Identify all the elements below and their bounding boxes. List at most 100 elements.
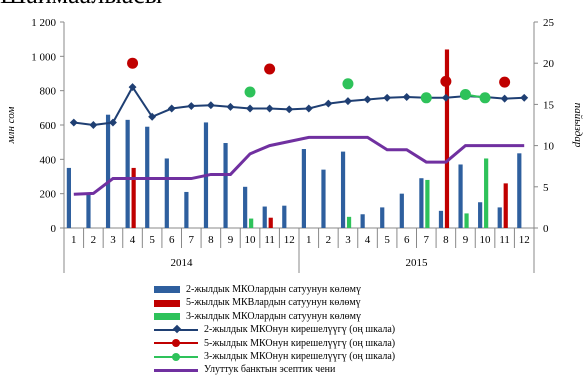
legend-label: 2-жылдык МКОнун кирешелүүгү (оң шкала) — [204, 324, 396, 336]
bar — [131, 167, 136, 228]
bar — [399, 193, 404, 228]
left-axis-title: млн сом — [5, 107, 17, 145]
right-tick-label: 25 — [543, 17, 555, 29]
right-tick-label: 10 — [543, 141, 555, 153]
month-label: 1 — [71, 234, 77, 246]
legend-swatch — [154, 352, 198, 361]
bar — [282, 205, 287, 228]
line-point — [479, 92, 491, 104]
line-point — [108, 118, 117, 127]
bar — [184, 191, 189, 228]
line-point — [342, 78, 354, 90]
line-point — [127, 57, 139, 69]
left-tick-label: 200 — [40, 189, 57, 201]
right-axis-title: пайыздар — [572, 103, 584, 148]
month-label: 11 — [499, 234, 510, 246]
bar — [268, 217, 273, 228]
month-label: 12 — [519, 234, 530, 246]
legend-item: 3-жылдык МКОлардын сатуунун көлөмү — [154, 310, 395, 323]
legend-label: 3-жылдык МКОнун кирешелүүгү (оң шкала) — [204, 350, 396, 362]
bar — [360, 214, 365, 228]
left-tick-label: 1 000 — [31, 51, 56, 63]
series-line — [73, 85, 525, 127]
bar — [438, 210, 444, 228]
line-point — [363, 95, 372, 104]
line-point — [500, 94, 509, 103]
month-label: 5 — [384, 234, 390, 246]
legend-label: 5-жылдык МКВлардын сатуунун көлөмү — [186, 297, 361, 309]
line-point — [265, 104, 274, 113]
bar — [503, 183, 508, 228]
month-label: 4 — [130, 234, 136, 246]
year-label: 2015 — [406, 257, 429, 269]
month-label: 3 — [110, 234, 116, 246]
line-point — [69, 118, 78, 127]
line-point — [187, 102, 196, 111]
bar — [249, 218, 254, 228]
month-label: 6 — [404, 234, 410, 246]
left-tick-label: 1 200 — [31, 17, 56, 29]
line-point — [285, 105, 294, 114]
line-point — [440, 75, 452, 87]
line-point — [244, 86, 256, 98]
month-label: 7 — [424, 234, 430, 246]
line-point — [459, 89, 471, 101]
bar — [380, 207, 385, 228]
legend-swatch — [154, 368, 198, 372]
legend-item: 5-жылдык МКВлардын сатуунун көлөмү — [154, 296, 395, 309]
series-line — [73, 135, 525, 196]
line-point — [383, 93, 392, 102]
bar — [346, 216, 352, 228]
year-label: 2014 — [171, 257, 194, 269]
chart-title: Шаймаалыасы — [0, 0, 162, 10]
line-point — [499, 76, 511, 88]
legend-swatch — [154, 324, 198, 334]
month-label: 12 — [284, 234, 295, 246]
bar — [444, 49, 450, 228]
legend-item: 5-жылдык МКОнун кирешелүүгү (оң шкала) — [154, 337, 395, 350]
line-point — [226, 102, 235, 111]
month-label: 4 — [365, 234, 371, 246]
month-label: 8 — [443, 234, 449, 246]
bar — [484, 158, 489, 228]
legend-item: 3-жылдык МКОнун кирешелүүгү (оң шкала) — [154, 350, 395, 363]
line-point — [304, 104, 313, 113]
chart-legend: 2-жылдык МКОлардын сатуунун көлөмү 5-жылд… — [154, 283, 395, 377]
bar — [497, 207, 502, 228]
month-label: 6 — [169, 234, 175, 246]
legend-item: 2-жылдык МКОнун кирешелүүгү (оң шкала) — [154, 323, 395, 336]
bar — [458, 164, 463, 228]
bar — [125, 119, 130, 228]
legend-item: 2-жылдык МКОлардын сатуунун көлөмү — [154, 283, 395, 296]
month-label: 5 — [149, 234, 155, 246]
legend-label: Улуттук банктын эсептик чени — [204, 364, 336, 376]
month-label: 1 — [306, 234, 312, 246]
right-tick-label: 0 — [543, 223, 549, 235]
right-tick-label: 15 — [543, 99, 555, 111]
month-label: 2 — [326, 234, 332, 246]
bar — [340, 151, 346, 228]
bar — [419, 178, 424, 228]
line-point — [343, 97, 352, 106]
month-label: 2 — [91, 234, 97, 246]
right-tick-label: 5 — [543, 182, 549, 194]
month-label: 3 — [345, 234, 351, 246]
legend-item: Улуттук банктын эсептик чени — [154, 363, 395, 376]
line-point — [420, 92, 432, 104]
left-tick-label: 0 — [51, 223, 57, 235]
line-point — [520, 93, 529, 102]
line-point — [206, 101, 215, 110]
month-label: 9 — [463, 234, 469, 246]
left-tick-label: 400 — [40, 154, 57, 166]
right-tick-label: 20 — [543, 58, 555, 70]
line-point — [167, 104, 176, 113]
line-point — [324, 99, 333, 108]
left-tick-label: 600 — [40, 120, 57, 132]
month-label: 10 — [480, 234, 492, 246]
line-point — [246, 104, 255, 113]
legend-swatch — [154, 299, 180, 307]
bar — [425, 179, 430, 228]
legend-label: 3-жылдык МКОлардын сатуунун көлөмү — [186, 310, 361, 322]
